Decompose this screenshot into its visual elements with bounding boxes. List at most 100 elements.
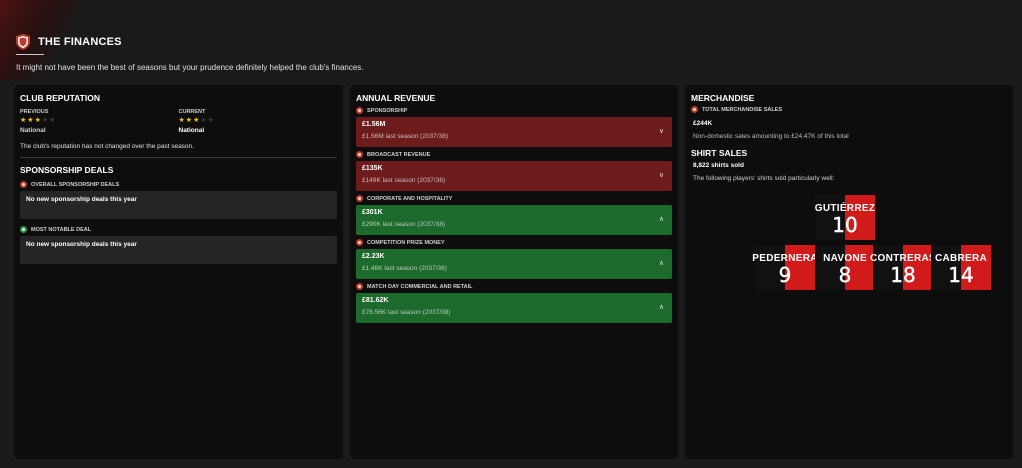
revenue-item-label-text: COMPETITION PRIZE MONEY: [367, 239, 445, 246]
revenue-item-box[interactable]: £2.23K £1.48K last season (2037/38) ∧: [356, 249, 672, 279]
revenue-category-icon: [356, 283, 363, 290]
revenue-item-box[interactable]: £301K £290K last season (2037/38) ∧: [356, 205, 672, 235]
shirt-number: 9: [778, 263, 792, 287]
notable-deal-label-text: MOST NOTABLE DEAL: [31, 226, 92, 233]
sponsorship-icon: [20, 181, 27, 188]
shirt-number: 18: [890, 263, 916, 287]
total-merchandise-label-text: TOTAL MERCHANDISE SALES: [702, 106, 783, 113]
star-filled-icon: ★: [34, 117, 41, 124]
revenue-last-season: £1.48K last season (2037/38): [362, 265, 447, 272]
shirt-dark-half: [755, 245, 785, 290]
revenue-category-icon: [356, 107, 363, 114]
shirt-sales-title: SHIRT SALES: [691, 148, 748, 158]
annual-revenue-panel: ANNUAL REVENUE SPONSORSHIP £1.56M £1.56M l…: [350, 85, 678, 459]
non-domestic-note: Non-domestic sales amounting to £24.47K …: [693, 133, 849, 140]
star-empty-icon: ★: [207, 117, 214, 124]
shirt-player-name: CABRERA: [934, 253, 988, 264]
previous-label: PREVIOUS: [20, 109, 49, 115]
merchandise-title: MERCHANDISE: [691, 93, 755, 103]
revenue-amount: £135K: [362, 165, 383, 172]
star-empty-icon: ★: [41, 117, 49, 124]
revenue-item-box[interactable]: £135K £149K last season (2037/38) ∨: [356, 161, 672, 191]
reputation-title: CLUB REPUTATION: [20, 93, 100, 103]
star-filled-icon: ★: [193, 117, 200, 124]
notable-deal-icon: [20, 226, 27, 233]
revenue-item-label-text: CORPORATE AND HOSPITALITY: [367, 195, 453, 202]
revenue-amount: £301K: [362, 209, 383, 216]
shirt-number: 10: [832, 213, 858, 237]
page-title: THE FINANCES: [38, 36, 122, 48]
shirt-player-name: PEDERNERA: [752, 253, 818, 264]
revenue-last-season: £290K last season (2037/38): [362, 221, 446, 228]
shirt-dark-half: [815, 195, 845, 240]
revenue-category-icon: [356, 195, 363, 202]
background-accent: [0, 0, 90, 80]
revenue-last-season: £149K last season (2037/38): [362, 177, 446, 184]
star-filled-icon: ★: [178, 117, 185, 124]
revenue-item-label: COMPETITION PRIZE MONEY: [356, 239, 672, 246]
chevron-down-icon[interactable]: ∨: [658, 128, 664, 135]
shirt-red-half: [845, 245, 875, 290]
star-empty-icon: ★: [49, 117, 56, 124]
chevron-up-icon[interactable]: ∧: [658, 304, 664, 311]
revenue-item-label: CORPORATE AND HOSPITALITY: [356, 195, 672, 202]
total-merchandise-label: TOTAL MERCHANDISE SALES: [691, 106, 1007, 113]
overall-sponsorship-label-text: OVERALL SPONSORSHIP DEALS: [31, 181, 120, 188]
revenue-item-label-text: SPONSORSHIP: [367, 107, 408, 114]
club-crest-icon: [16, 34, 30, 50]
notable-deal-label: MOST NOTABLE DEAL: [20, 226, 337, 233]
shirt-red-half: [961, 245, 991, 290]
star-filled-icon: ★: [20, 117, 27, 124]
revenue-item: CORPORATE AND HOSPITALITY £301K £290K last…: [356, 195, 672, 235]
revenue-category-icon: [356, 151, 363, 158]
player-shirt: PEDERNERA 9: [752, 245, 817, 290]
shirt-red-half: [903, 245, 933, 290]
merchandise-panel: MERCHANDISE TOTAL MERCHANDISE SALES £244…: [685, 85, 1013, 459]
shirt-number: 14: [948, 263, 974, 287]
current-star-rating: ★ ★ ★ ★ ★: [179, 117, 338, 124]
shirt-player-name: GUTIÉRREZ: [814, 203, 876, 214]
revenue-item-label: MATCH DAY COMMERCIAL AND RETAIL: [356, 283, 672, 290]
player-shirt: CONTRERAS 18: [870, 245, 936, 290]
shirt-dark-half: [815, 245, 845, 290]
revenue-item-box[interactable]: £1.56M £1.56M last season (2037/38) ∨: [356, 117, 672, 147]
current-value: National: [178, 127, 205, 134]
shirt-dark-half: [873, 245, 903, 290]
shirt-dark-half: [931, 245, 961, 290]
revenue-item-label: BROADCAST REVENUE: [356, 151, 672, 158]
revenue-last-season: £1.56M last season (2037/38): [362, 133, 448, 140]
current-reputation: CURRENT ★ ★ ★ ★ ★ National: [179, 109, 338, 134]
revenue-category-icon: [356, 239, 363, 246]
revenue-item: COMPETITION PRIZE MONEY £2.23K £1.48K last…: [356, 239, 672, 279]
title-underline: [16, 54, 44, 55]
reputation-sponsorship-panel: CLUB REPUTATION PREVIOUS ★ ★ ★ ★ ★ National …: [14, 85, 343, 459]
player-shirt: CABRERA 14: [931, 245, 991, 290]
revenue-item: MATCH DAY COMMERCIAL AND RETAIL £81.62K £7…: [356, 283, 672, 323]
current-label: CURRENT: [178, 109, 206, 115]
reputation-note: The club's reputation has not changed ov…: [20, 143, 194, 150]
chevron-up-icon[interactable]: ∧: [658, 216, 664, 223]
chevron-up-icon[interactable]: ∧: [658, 260, 664, 267]
revenue-last-season: £76.56K last season (2037/38): [362, 309, 451, 316]
shirt-player-name: CONTRERAS: [869, 253, 937, 264]
revenue-amount: £81.62K: [362, 297, 389, 304]
shirt-player-name: NAVONE: [823, 253, 867, 264]
revenue-list: SPONSORSHIP £1.56M £1.56M last season (203…: [356, 107, 672, 323]
page-subtitle: It might not have been the best of seaso…: [16, 63, 364, 72]
shirts-sold-count: 8,822 shirts sold: [693, 162, 744, 169]
section-divider: [20, 157, 337, 158]
overall-sponsorship-box: No new sponsorship deals this year: [20, 191, 337, 219]
revenue-amount: £1.56M: [362, 121, 386, 128]
revenue-item-box[interactable]: £81.62K £76.56K last season (2037/38) ∧: [356, 293, 672, 323]
total-merchandise-value: £244K: [693, 120, 713, 127]
player-shirt: GUTIÉRREZ 10: [815, 195, 875, 240]
revenue-item-label: SPONSORSHIP: [356, 107, 672, 114]
shirt-number: 8: [838, 263, 852, 287]
star-empty-icon: ★: [200, 117, 207, 124]
chevron-down-icon[interactable]: ∨: [658, 172, 664, 179]
revenue-item: SPONSORSHIP £1.56M £1.56M last season (203…: [356, 107, 672, 147]
revenue-item-label-text: MATCH DAY COMMERCIAL AND RETAIL: [367, 283, 473, 290]
shirts-note: The following players' shirts sold parti…: [693, 175, 835, 182]
shirt-red-half: [785, 245, 815, 290]
player-shirt: NAVONE 8: [815, 245, 875, 290]
